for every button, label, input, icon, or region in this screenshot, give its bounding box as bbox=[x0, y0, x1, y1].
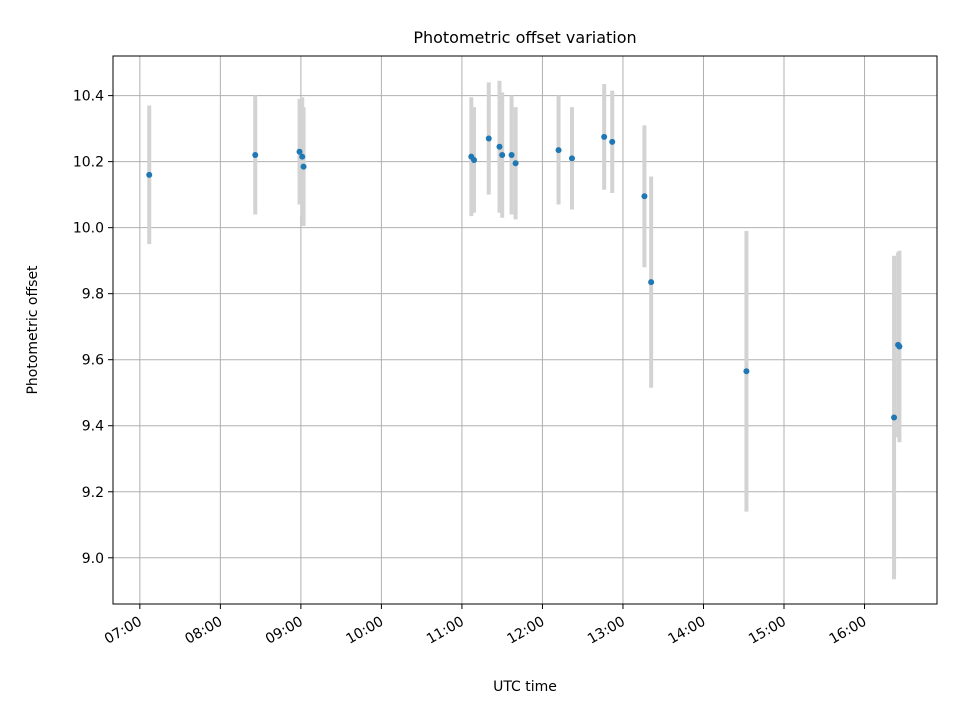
y-tick-label: 9.4 bbox=[82, 419, 104, 435]
data-point bbox=[609, 138, 616, 145]
y-tick-label: 10.0 bbox=[73, 221, 104, 237]
data-point bbox=[508, 152, 515, 159]
y-axis-label: Photometric offset bbox=[25, 265, 41, 395]
data-point bbox=[896, 343, 903, 350]
data-point bbox=[471, 156, 478, 163]
data-point bbox=[296, 148, 303, 155]
y-tick-layer: 9.0 9.2 9.4 9.6 9.8 10.0 10.2 10.4 bbox=[73, 89, 113, 567]
data-point bbox=[568, 155, 575, 162]
y-tick-label: 9.6 bbox=[82, 353, 104, 369]
plot-frame bbox=[112, 55, 938, 605]
y-tick-label: 9.0 bbox=[82, 551, 104, 567]
data-point bbox=[496, 143, 503, 150]
point-layer bbox=[146, 133, 903, 421]
data-point bbox=[601, 133, 608, 140]
data-point bbox=[648, 279, 655, 286]
y-tick-label: 9.2 bbox=[82, 485, 104, 501]
x-axis-label: UTC time bbox=[493, 679, 557, 695]
data-point bbox=[485, 135, 492, 142]
data-point bbox=[300, 163, 307, 170]
data-point bbox=[641, 193, 648, 200]
data-point bbox=[499, 152, 506, 159]
data-point bbox=[252, 152, 259, 159]
data-point bbox=[743, 368, 750, 375]
data-point bbox=[146, 171, 153, 178]
data-point bbox=[512, 160, 519, 167]
y-tick-label: 9.8 bbox=[82, 287, 104, 303]
chart-title: Photometric offset variation bbox=[413, 28, 636, 47]
y-tick-label: 10.2 bbox=[73, 155, 104, 171]
data-point bbox=[555, 147, 562, 154]
data-point bbox=[891, 414, 898, 421]
data-point bbox=[299, 153, 306, 160]
y-tick-label: 10.4 bbox=[73, 89, 104, 105]
